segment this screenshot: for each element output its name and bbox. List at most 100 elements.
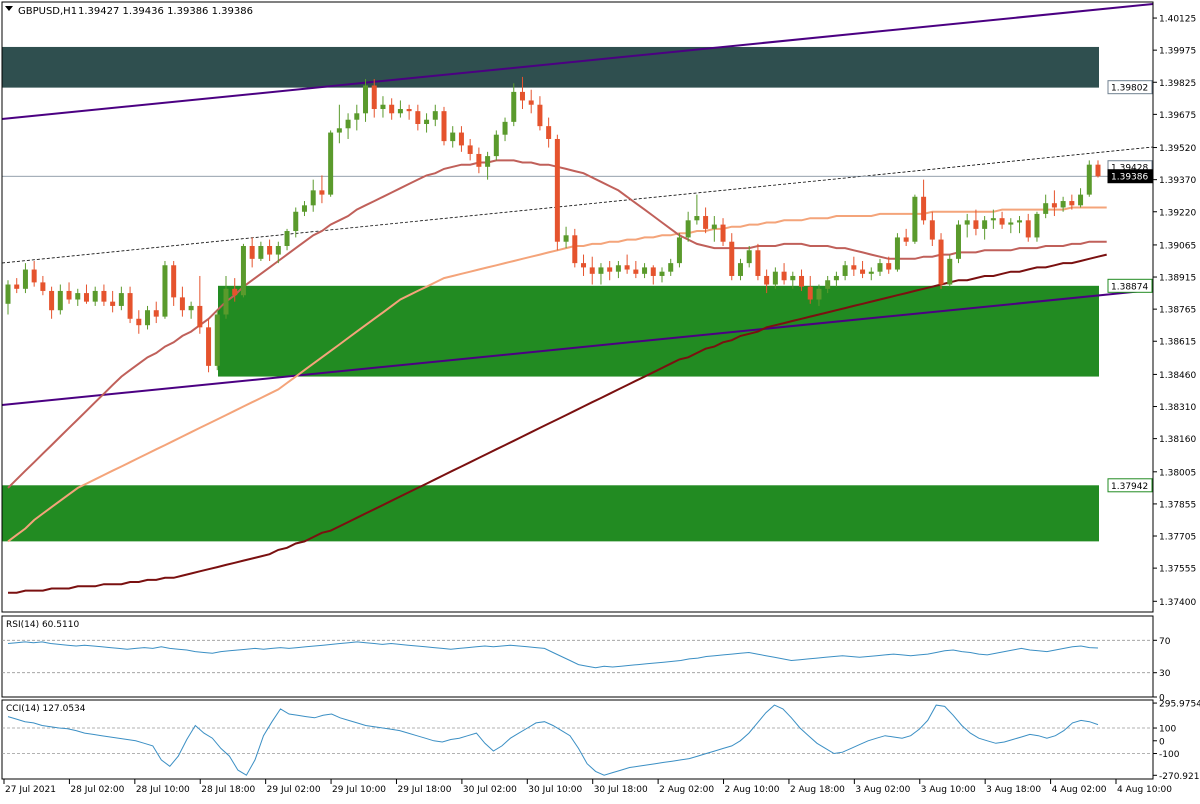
price-label-box xyxy=(1107,169,1153,184)
symbol-timeframe: GBPUSD,H1 xyxy=(18,6,77,17)
rsi-tick-label: 30 xyxy=(1159,669,1171,679)
candle-body xyxy=(1043,203,1049,214)
candle-body xyxy=(1008,222,1014,225)
price-tick-label: 1.38160 xyxy=(1159,435,1196,445)
time-tick-label: 2 Aug 18:00 xyxy=(790,785,845,795)
candle-body xyxy=(964,220,970,225)
candle-body xyxy=(799,275,805,287)
time-tick-label: 2 Aug 10:00 xyxy=(725,785,780,795)
candle-body xyxy=(363,85,369,114)
symbol-menu-triangle-icon[interactable] xyxy=(5,6,13,11)
candle-body xyxy=(519,91,525,101)
candle-body xyxy=(1060,201,1066,208)
ohlc-values: 1.39427 1.39436 1.39386 1.39386 xyxy=(78,6,253,17)
candle-body xyxy=(179,297,185,311)
candle-body xyxy=(755,250,761,276)
time-tick-label: 28 Jul 10:00 xyxy=(136,785,190,795)
cci-tick-label: 0 xyxy=(1159,737,1165,747)
candle-body xyxy=(424,119,430,124)
candle-body xyxy=(816,288,822,300)
price-tick-label: 1.39065 xyxy=(1159,241,1196,251)
price-label-box xyxy=(1107,478,1153,493)
candle-body xyxy=(1069,201,1075,206)
candle-body xyxy=(493,134,499,157)
candle-body xyxy=(1086,164,1092,195)
candle-body xyxy=(284,231,290,246)
candle-body xyxy=(912,196,918,242)
time-tick-label: 27 Jul 2021 xyxy=(5,785,56,795)
zones-layer xyxy=(2,46,1099,542)
time-tick-label: 3 Aug 10:00 xyxy=(921,785,976,795)
candle-body xyxy=(633,269,639,274)
candle-body xyxy=(223,288,229,315)
price-tick-label: 1.38915 xyxy=(1159,274,1196,284)
cci-tick-label: -270.9217 xyxy=(1159,772,1200,782)
time-tick-label: 4 Aug 10:00 xyxy=(1117,785,1172,795)
candle-body xyxy=(336,128,342,133)
price-label-level: 1.39428 xyxy=(1111,164,1148,174)
ma-slow-line xyxy=(8,253,1107,594)
candle-body xyxy=(301,205,307,212)
candle-body xyxy=(903,237,909,242)
candle-body xyxy=(49,290,55,311)
candle-body xyxy=(781,271,787,281)
candle-body xyxy=(1034,213,1040,238)
candle-body xyxy=(999,218,1005,225)
candle-body xyxy=(886,263,892,270)
candle-body xyxy=(197,305,203,328)
candle-body xyxy=(737,263,743,276)
candle-body xyxy=(232,288,238,296)
candles-layer xyxy=(5,76,1101,373)
candle-body xyxy=(685,220,691,238)
price-tick-label: 1.39825 xyxy=(1159,79,1196,89)
cci-tick-label: 100 xyxy=(1159,725,1176,735)
candle-body xyxy=(537,104,543,127)
candle-body xyxy=(162,265,168,317)
candle-body xyxy=(581,263,587,268)
candle-body xyxy=(397,109,403,114)
candle-body xyxy=(825,280,831,289)
candle-body xyxy=(293,211,299,232)
candle-body xyxy=(92,290,98,302)
candle-body xyxy=(249,246,255,259)
candle-body xyxy=(1025,220,1031,238)
candle-body xyxy=(877,263,883,272)
candle-body xyxy=(973,220,979,229)
rsi-line xyxy=(7,641,1099,669)
price-tick-label: 1.40125 xyxy=(1159,15,1196,25)
candle-body xyxy=(511,91,517,122)
candle-body xyxy=(389,104,395,114)
mid-channel-dashed-line xyxy=(1,146,1154,264)
price-tick-label: 1.38765 xyxy=(1159,306,1196,316)
candle-body xyxy=(546,126,552,139)
price-label-box xyxy=(1107,80,1153,95)
candle-body xyxy=(676,237,682,264)
candle-body xyxy=(40,282,46,291)
candle-body xyxy=(380,104,386,110)
price-label-zone: 1.38874 xyxy=(1111,282,1148,292)
candle-body xyxy=(947,258,953,285)
candle-body xyxy=(833,275,839,281)
candle-body xyxy=(415,111,421,124)
main-plot-frame xyxy=(1,1,1154,613)
candle-body xyxy=(345,119,351,129)
candle-body xyxy=(310,190,316,206)
candle-body xyxy=(554,138,560,242)
time-tick-label: 29 Jul 02:00 xyxy=(267,785,321,795)
price-tick-label: 1.39675 xyxy=(1159,111,1196,121)
candle-body xyxy=(842,265,848,276)
price-tick-label: 1.37555 xyxy=(1159,565,1196,575)
candle-body xyxy=(5,284,11,304)
candle-body xyxy=(790,275,796,281)
candle-body xyxy=(267,246,273,255)
candle-body xyxy=(450,132,456,142)
candle-body xyxy=(615,265,621,272)
price-label-current: 1.39386 xyxy=(1111,173,1148,183)
candle-body xyxy=(929,220,935,240)
candle-body xyxy=(354,113,360,120)
price-tick-label: 1.39370 xyxy=(1159,176,1196,186)
time-tick-label: 28 Jul 02:00 xyxy=(70,785,124,795)
candle-body xyxy=(729,241,735,276)
candle-body xyxy=(441,111,447,142)
